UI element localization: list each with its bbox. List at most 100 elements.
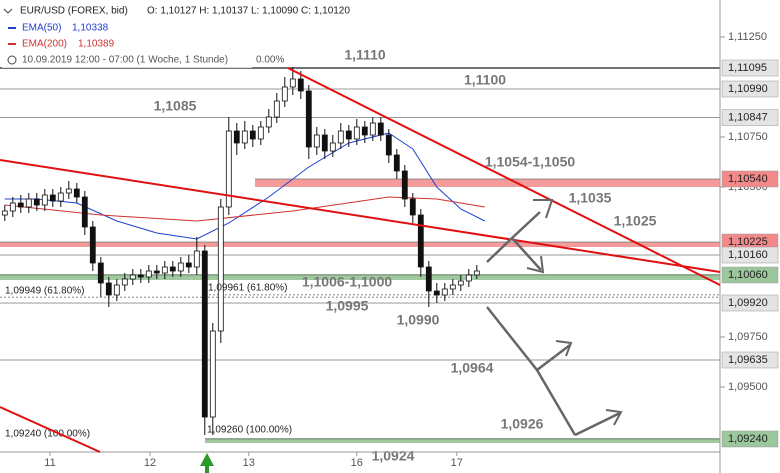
zone [0,242,720,247]
candle-body [401,170,408,200]
candle-body [465,274,472,282]
level-label: 1,10160 [728,249,768,261]
candle-body [161,266,168,274]
candle-body [1,210,8,216]
ohlc: O: 1,10127 H: 1,10137 L: 1,10090 C: 1,10… [147,6,350,17]
level-annotation: 1,1006-1,1000 [302,274,393,290]
candle-body [25,198,32,208]
level-label: 1,09635 [728,354,768,366]
candle-body [409,198,416,216]
level-label: 1,10990 [728,83,768,95]
level-box [721,351,779,369]
arrow [511,237,542,271]
candle-body [273,100,280,118]
x-tick-label: 17 [451,457,463,469]
candle-body [281,86,288,102]
level-annotation: 1,1054-1,1050 [485,154,576,170]
symbol: EUR/USD (FOREX, bid) [20,6,128,17]
candle-body [193,250,200,268]
fib-annotation: 1,09949 (61.80%) [5,286,85,297]
legend-value: 1,10389 [78,39,115,50]
level-label: 1,11095 [728,62,767,74]
candle-body [9,202,16,212]
level-box [721,430,779,448]
level-annotation: 1,1100 [464,72,506,88]
ema-line [4,196,485,222]
candle-body [441,288,448,296]
candle-body [153,270,160,274]
zone [205,438,720,443]
level-annotation: 1,1085 [154,98,197,114]
candle-body [449,284,456,290]
candle-body [305,90,312,148]
arrowhead [533,199,554,219]
arrow [536,344,571,371]
candle-body [297,78,304,92]
zone [0,274,720,280]
x-tick-label: 13 [243,457,255,469]
level-label: 1,10060 [728,269,768,281]
candle-body [345,130,352,140]
level-annotation: 1,0995 [326,298,369,314]
candle-body [49,194,56,202]
legend-bg [2,2,252,68]
arrowhead [605,409,623,426]
candle-body [33,198,40,206]
x-tick-label: 11 [44,457,55,469]
y-tick-label: 1,11250 [728,31,767,43]
trend-line [0,159,721,273]
level-annotation: 1,1025 [614,213,657,229]
x-tick-label: 12 [144,457,156,469]
candle-body [105,282,112,296]
candle-body [41,194,48,206]
candle-body [257,126,264,140]
candle-body [201,250,208,418]
candle-body [113,284,120,296]
candle-body [185,262,192,268]
fib-annotation: 1,09260 (100.00%) [207,425,292,436]
candle-body [129,274,136,280]
level-box [721,266,779,284]
candle-body [425,266,432,292]
fib-annotation: 1,09961 (61.80%) [208,283,288,294]
level-box [721,294,779,312]
candle-body [417,214,424,268]
candle-body [209,330,216,418]
y-tick-label: 1,10750 [728,131,768,143]
trend-line [287,67,721,286]
x-tick-label: 16 [351,457,363,469]
ema-line [4,132,486,240]
legend-value: 1,10338 [72,23,109,34]
plot-area: 1,11101,11001,10851,1054-1,10501,10351,1… [0,47,720,464]
level-label: 1,10225 [728,236,768,248]
candle-body [225,130,232,208]
candle-body [169,266,176,272]
candle-body [121,278,128,286]
candle-body [89,226,96,264]
candle-body [385,134,392,156]
candle-body [265,116,272,128]
fib-annotation: 1,09240 (100.00%) [5,429,90,440]
candle-body [177,262,184,272]
level-label: 1,09240 [728,433,768,445]
candle-body [313,134,320,148]
trend-line [0,406,101,453]
candle-body [73,188,80,198]
arrowhead [555,340,573,357]
level-annotation: 1,1110 [344,47,385,63]
level-box [721,80,779,98]
candle-body [473,270,480,276]
candle-body [97,262,104,284]
zone [255,179,720,187]
candle-body [361,126,368,136]
level-label: 1,10540 [728,173,768,185]
arrow [574,411,621,437]
candle-body [329,142,336,152]
candle-body [17,202,24,208]
candle-body [393,154,400,172]
y-tick-label: 1,09750 [728,331,768,343]
level-box [721,109,779,126]
period: 10.09.2019 12:00 - 07:00 (1 Woche, 1 Stu… [22,55,228,66]
